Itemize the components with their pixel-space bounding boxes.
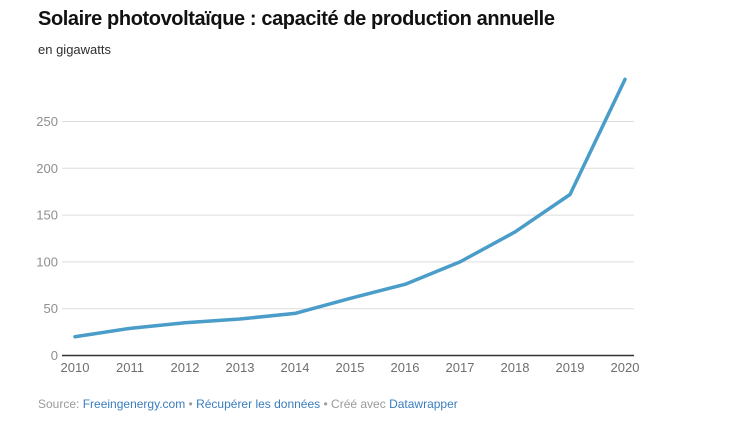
- footer-datawrapper-link[interactable]: Datawrapper: [389, 397, 458, 411]
- x-axis-tick-label: 2019: [556, 360, 585, 375]
- y-axis-tick-label: 0: [51, 348, 58, 363]
- footer-source-link[interactable]: Freeingenergy.com: [82, 397, 186, 411]
- y-axis-tick-label: 50: [44, 301, 58, 316]
- x-axis-tick-label: 2016: [391, 360, 420, 375]
- footer-attribution: Source: Freeingenergy.com • Récupérer le…: [38, 397, 458, 411]
- x-axis-tick-label: 2011: [116, 360, 144, 375]
- x-axis-tick-label: 2012: [171, 360, 200, 375]
- x-axis-tick-label: 2014: [281, 360, 310, 375]
- y-axis-tick-label: 200: [36, 161, 58, 176]
- footer-get-data-link[interactable]: Récupérer les données: [196, 397, 321, 411]
- x-axis-tick-label: 2015: [336, 360, 365, 375]
- x-axis-tick-label: 2020: [611, 360, 640, 375]
- chart-title: Solaire photovoltaïque : capacité de pro…: [38, 8, 555, 30]
- x-axis-tick-label: 2018: [501, 360, 530, 375]
- data-line: [73, 77, 627, 339]
- y-axis-tick-label: 250: [36, 114, 58, 129]
- footer-separator: •: [185, 397, 197, 411]
- x-axis-tick-label: 2013: [226, 360, 255, 375]
- footer-source-label: Source:: [38, 397, 83, 411]
- x-axis-tick-label: 2010: [61, 360, 90, 375]
- y-axis-tick-label: 100: [36, 254, 58, 269]
- x-axis-tick-label: 2017: [446, 360, 475, 375]
- y-axis-tick-label: 150: [36, 208, 58, 223]
- footer-created-with-label: • Créé avec: [320, 397, 390, 411]
- chart-subtitle: en gigawatts: [38, 42, 111, 57]
- line-chart: 0 50 100 150 200 250 2010 2011 2012 2013 2014 2015 2…: [36, 77, 640, 375]
